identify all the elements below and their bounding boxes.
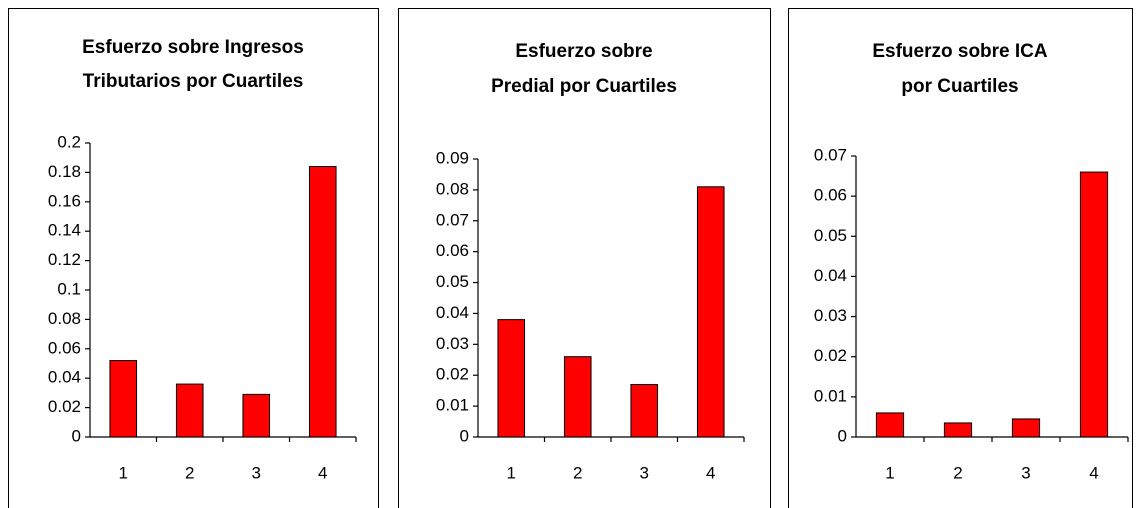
panel-frame (8, 8, 379, 508)
panel-frame (788, 8, 1133, 508)
chart-title: Esfuerzo sobre ICA (872, 41, 1048, 62)
y-tick-label: 0.08 (48, 309, 81, 328)
y-tick-label: 0.08 (436, 179, 469, 198)
y-tick-label: 0.07 (814, 145, 847, 164)
y-tick-label: 0.12 (48, 250, 81, 269)
y-tick-label: 0.04 (436, 303, 469, 322)
y-tick-label: 0.05 (814, 226, 847, 245)
bar (1079, 171, 1109, 438)
x-tick-label: 1 (119, 463, 128, 482)
y-tick-label: 0.16 (48, 191, 81, 210)
bar (630, 383, 659, 438)
bar (497, 319, 526, 438)
bar (109, 360, 138, 438)
y-tick-label: 0.09 (436, 148, 469, 167)
y-tick-label: 0.18 (48, 162, 81, 181)
bar (308, 166, 337, 438)
y-tick-label: 0.03 (814, 306, 847, 325)
panel-frame (398, 8, 771, 508)
y-tick-label: 0 (72, 426, 81, 445)
x-tick-label: 4 (706, 463, 715, 482)
bar (242, 393, 271, 438)
y-tick-label: 0.07 (436, 210, 469, 229)
chart-title: por Cuartiles (901, 76, 1018, 97)
y-tick-label: 0.02 (814, 346, 847, 365)
bar (175, 383, 204, 438)
y-tick-label: 0 (838, 426, 847, 445)
y-tick-label: 0.1 (57, 279, 81, 298)
bar (696, 186, 725, 438)
x-tick-label: 4 (1089, 463, 1098, 482)
y-tick-label: 0.02 (48, 397, 81, 416)
y-tick-label: 0.05 (436, 272, 469, 291)
chart-title: Tributarios por Cuartiles (83, 71, 304, 92)
bar (943, 422, 973, 438)
y-tick-label: 0.04 (814, 266, 847, 285)
chart-title: Esfuerzo sobre Ingresos (82, 37, 304, 58)
chart-title: Predial por Cuartiles (491, 76, 677, 97)
chart-title: Esfuerzo sobre (515, 41, 652, 62)
y-tick-label: 0.14 (48, 221, 81, 240)
bar (875, 412, 905, 438)
y-tick-label: 0.01 (814, 386, 847, 405)
y-tick-label: 0.06 (436, 241, 469, 260)
x-tick-label: 3 (640, 463, 649, 482)
x-tick-label: 2 (953, 463, 962, 482)
y-tick-label: 0 (460, 426, 469, 445)
x-tick-label: 3 (252, 463, 261, 482)
y-tick-label: 0.06 (814, 186, 847, 205)
x-tick-label: 1 (885, 463, 894, 482)
x-tick-label: 3 (1021, 463, 1030, 482)
y-tick-label: 0.2 (57, 132, 81, 151)
x-tick-label: 1 (507, 463, 516, 482)
y-tick-label: 0.02 (436, 365, 469, 384)
x-tick-label: 2 (573, 463, 582, 482)
y-tick-label: 0.06 (48, 338, 81, 357)
y-tick-label: 0.04 (48, 368, 81, 387)
y-tick-label: 0.01 (436, 396, 469, 415)
x-tick-label: 2 (185, 463, 194, 482)
bar (1011, 418, 1041, 438)
y-tick-label: 0.03 (436, 334, 469, 353)
bar (563, 356, 592, 438)
x-tick-label: 4 (318, 463, 327, 482)
